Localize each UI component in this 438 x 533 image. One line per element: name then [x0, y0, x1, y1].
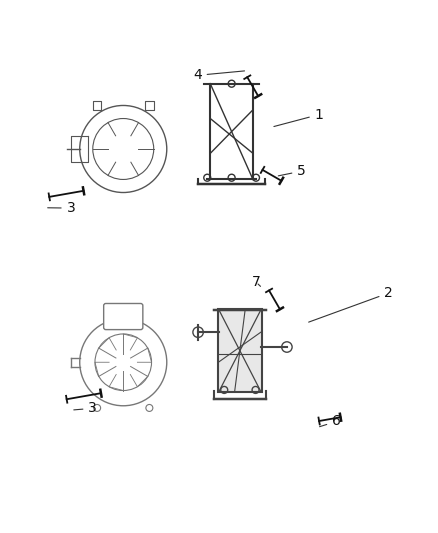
- Text: 1: 1: [274, 108, 324, 126]
- FancyBboxPatch shape: [218, 309, 261, 392]
- Text: 6: 6: [320, 414, 341, 429]
- Text: 7: 7: [252, 275, 261, 289]
- Text: 5: 5: [278, 164, 306, 178]
- Text: 4: 4: [193, 68, 244, 83]
- Text: 2: 2: [309, 286, 393, 322]
- Text: 3: 3: [74, 401, 97, 415]
- Text: 3: 3: [48, 201, 75, 215]
- FancyBboxPatch shape: [104, 303, 143, 329]
